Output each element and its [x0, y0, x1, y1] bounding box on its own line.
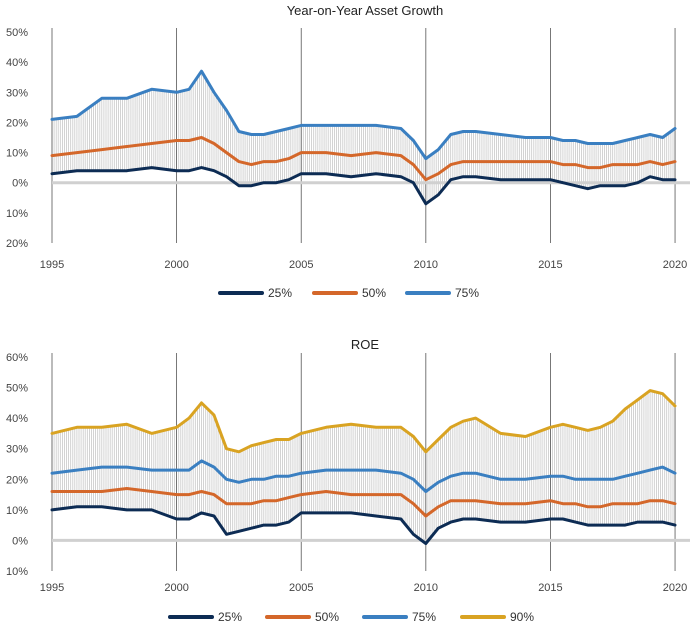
- y-tick-label: 10%: [6, 208, 28, 220]
- legend-label: 90%: [510, 610, 534, 624]
- series-line-25pct: [50, 505, 677, 545]
- range-band: [51, 71, 676, 204]
- y-tick-label: 0%: [12, 178, 28, 190]
- x-tick-label: 2010: [414, 259, 438, 271]
- x-tick-label: 2020: [663, 259, 687, 271]
- x-tick-label: 1995: [40, 582, 64, 594]
- x-tick-label: 2005: [289, 259, 313, 271]
- x-tick-label: 2020: [663, 582, 687, 594]
- y-tick-label: 10%: [6, 148, 28, 160]
- chart-title: Year-on-Year Asset Growth: [287, 3, 444, 18]
- x-tick-label: 2010: [414, 582, 438, 594]
- x-tick-label: 1995: [40, 259, 64, 271]
- series-line-75pct: [50, 69, 677, 161]
- roe-chart: ROE 1995 2000 2005 2010 2015 2020 60% 50% 40% 30%…: [6, 337, 690, 624]
- y-tick-label: 20%: [6, 474, 28, 486]
- x-tick-label: 2015: [538, 582, 562, 594]
- range-band: [51, 390, 676, 544]
- legend: 25% 50% 75%: [218, 286, 479, 300]
- legend-label: 50%: [362, 286, 386, 300]
- chart-title: ROE: [351, 337, 380, 352]
- y-tick-label: 30%: [6, 87, 28, 99]
- legend-label: 25%: [218, 610, 242, 624]
- y-tick-label: 40%: [6, 57, 28, 69]
- y-tick-label: 20%: [6, 238, 28, 250]
- series-line-25pct: [50, 166, 677, 206]
- x-tick-label: 2005: [289, 582, 313, 594]
- y-tick-label: 10%: [6, 566, 28, 578]
- asset-growth-chart: Year-on-Year Asset Growth 1995 2000 2005 20…: [6, 3, 690, 300]
- y-tick-label: 40%: [6, 413, 28, 425]
- y-tick-label: 20%: [6, 117, 28, 129]
- series-line-75pct: [50, 459, 677, 493]
- legend-label: 50%: [315, 610, 339, 624]
- y-tick-label: 50%: [6, 383, 28, 395]
- legend: 25% 50% 75% 90%: [168, 610, 534, 624]
- series-line-50pct: [50, 136, 677, 182]
- x-tick-label: 2000: [164, 582, 188, 594]
- x-tick-label: 2015: [538, 259, 562, 271]
- y-tick-label: 0%: [12, 535, 28, 547]
- legend-label: 75%: [412, 610, 436, 624]
- y-tick-label: 10%: [6, 505, 28, 517]
- y-tick-label: 50%: [6, 27, 28, 39]
- x-tick-label: 2000: [164, 259, 188, 271]
- y-tick-label: 60%: [6, 352, 28, 364]
- series-line-90pct: [50, 389, 677, 454]
- y-tick-label: 30%: [6, 444, 28, 456]
- series-line-50pct: [50, 487, 677, 518]
- legend-label: 75%: [455, 286, 479, 300]
- legend-label: 25%: [268, 286, 292, 300]
